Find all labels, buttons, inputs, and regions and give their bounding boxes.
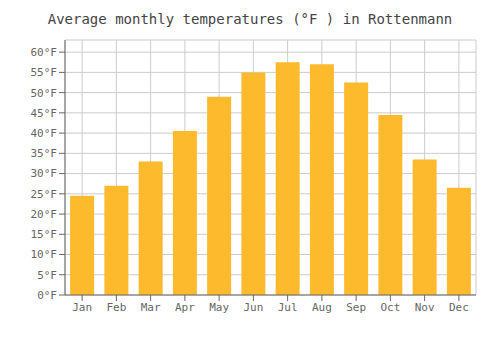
svg-text:35°F: 35°F: [31, 147, 58, 160]
svg-text:25°F: 25°F: [31, 188, 58, 201]
svg-text:May: May: [209, 301, 229, 314]
svg-text:20°F: 20°F: [31, 208, 58, 221]
svg-text:Oct: Oct: [380, 301, 400, 314]
svg-text:Feb: Feb: [106, 301, 126, 314]
svg-text:Dec: Dec: [449, 301, 469, 314]
svg-text:55°F: 55°F: [31, 66, 58, 79]
svg-text:15°F: 15°F: [31, 228, 58, 241]
svg-text:30°F: 30°F: [31, 167, 58, 180]
svg-text:Apr: Apr: [175, 301, 195, 314]
svg-text:40°F: 40°F: [31, 127, 58, 140]
svg-text:10°F: 10°F: [31, 248, 58, 261]
svg-text:Mar: Mar: [141, 301, 161, 314]
svg-text:0°F: 0°F: [37, 289, 57, 302]
svg-text:Sep: Sep: [346, 301, 366, 314]
svg-text:60°F: 60°F: [31, 46, 58, 59]
svg-text:50°F: 50°F: [31, 87, 58, 100]
svg-text:Aug: Aug: [312, 301, 332, 314]
svg-text:Nov: Nov: [415, 301, 435, 314]
svg-text:Jul: Jul: [278, 301, 298, 314]
svg-text:Jan: Jan: [72, 301, 92, 314]
svg-text:Jun: Jun: [243, 301, 263, 314]
svg-text:45°F: 45°F: [31, 107, 58, 120]
svg-text:5°F: 5°F: [37, 269, 57, 282]
html-text:Average monthly temperatures (: Average monthly temperatures (°F ) in Ro…: [47, 11, 453, 27]
